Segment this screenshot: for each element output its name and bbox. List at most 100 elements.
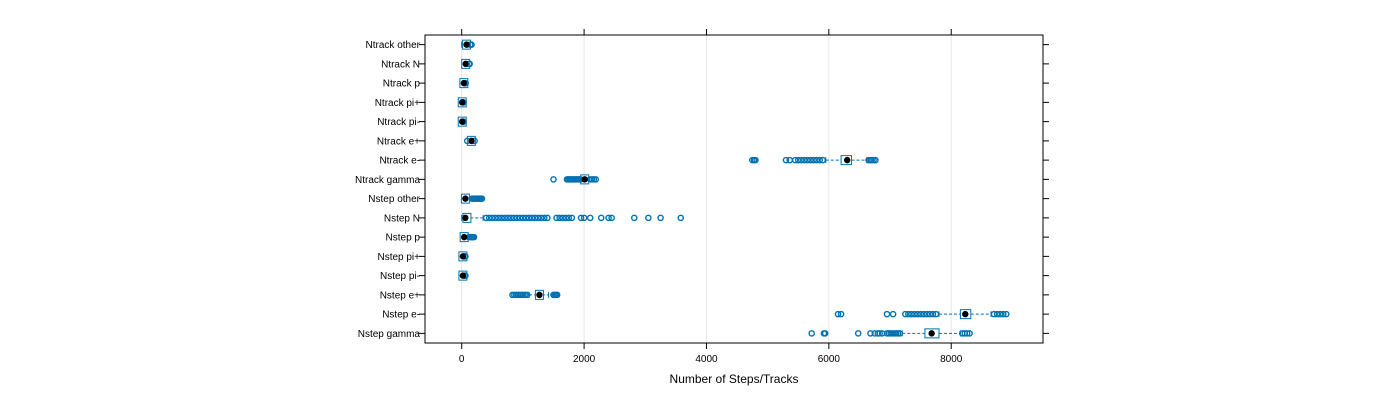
outlier-point — [914, 310, 921, 318]
box-ntrack-other — [461, 39, 475, 50]
median-dot — [536, 291, 543, 299]
median-dot — [459, 99, 466, 106]
outlier-point — [902, 310, 909, 318]
outlier-point — [908, 310, 915, 318]
box-nstep-e- — [509, 289, 561, 300]
outlier-point — [926, 310, 934, 318]
outlier-point — [470, 233, 478, 241]
y-tick-label: Ntrack pi+ — [375, 98, 420, 109]
outlier-point — [528, 214, 536, 222]
box-ntrack-gamma — [550, 174, 600, 185]
median-dot — [460, 233, 468, 241]
outlier-point — [577, 214, 585, 222]
outlier-point — [605, 214, 612, 222]
y-axis: Ntrack other Ntrack N Ntrack p Ntrack pi+ Nt… — [355, 40, 1049, 340]
median-dot — [459, 272, 467, 279]
outlier-point — [592, 176, 600, 183]
outlier-point — [993, 310, 1001, 318]
y-tick-label: Ntrack gamma — [355, 175, 420, 186]
outlier-point — [816, 156, 823, 164]
y-tick-label: Ntrack e+ — [377, 136, 420, 147]
outlier-point — [516, 214, 524, 222]
outlier-point — [580, 214, 588, 222]
box-nstep-pi- — [458, 251, 469, 262]
outlier-point — [645, 214, 652, 222]
median-dot — [962, 310, 969, 318]
outlier-point — [550, 176, 557, 183]
outlier-point — [504, 214, 511, 222]
outlier-point — [586, 214, 594, 222]
outlier-point — [507, 214, 514, 222]
outlier-point — [889, 310, 897, 318]
y-tick-label: Nstep p — [386, 233, 421, 244]
outlier-point — [963, 330, 971, 337]
outlier-point — [523, 291, 531, 299]
outlier-point — [837, 310, 845, 318]
outlier-point — [791, 156, 799, 164]
median-dot — [843, 156, 851, 164]
outlier-point — [485, 214, 493, 222]
outlier-point — [510, 214, 518, 222]
box-series — [457, 39, 1010, 339]
outlier-point — [489, 214, 496, 222]
outlier-point — [544, 214, 551, 222]
y-tick-label: Nstep gamma — [358, 329, 421, 340]
outlier-point — [798, 156, 805, 164]
box-nstep-e- — [834, 309, 1010, 320]
y-tick-label: Nstep e+ — [380, 290, 420, 301]
outlier-point — [808, 330, 816, 337]
outlier-point — [553, 291, 561, 299]
outlier-point — [478, 195, 486, 202]
outlier-point — [782, 156, 790, 164]
median-dot — [581, 176, 588, 183]
outlier-point — [999, 310, 1007, 318]
outlier-point — [819, 156, 827, 164]
x-axis-title: Number of Steps/Tracks — [670, 372, 799, 386]
outlier-point — [821, 330, 829, 337]
outlier-point — [559, 214, 566, 222]
outlier-point — [801, 156, 808, 164]
box-nstep-other — [460, 193, 486, 204]
median-dot — [459, 118, 466, 125]
median-dot — [462, 214, 469, 222]
outlier-point — [923, 310, 931, 318]
outlier-point — [990, 310, 998, 318]
outlier-point — [556, 214, 563, 222]
median-dot — [463, 41, 470, 48]
y-tick-label: Nstep e- — [382, 310, 420, 321]
y-tick-label: Ntrack e- — [379, 156, 420, 167]
outlier-point — [501, 214, 508, 222]
outlier-point — [867, 330, 874, 337]
y-tick-label: Nstep pi+ — [377, 252, 420, 263]
outlier-point — [876, 330, 883, 337]
y-tick-label: Ntrack N — [381, 59, 420, 70]
outlier-point — [932, 310, 940, 318]
box-ntrack-n — [461, 58, 473, 69]
outlier-point — [597, 214, 605, 222]
outlier-point — [834, 310, 842, 318]
outlier-point — [872, 156, 879, 164]
grid-lines — [461, 35, 952, 343]
box-ntrack-pi- — [457, 116, 467, 127]
outlier-point — [513, 214, 521, 222]
outlier-point — [519, 214, 527, 222]
outlier-point — [608, 214, 615, 222]
median-dot — [462, 195, 469, 202]
box-nstep-n — [461, 212, 685, 223]
outlier-point — [537, 214, 545, 222]
y-tick-label: Nstep pi- — [380, 271, 420, 282]
outlier-point — [495, 214, 502, 222]
box-nstep-gamma — [808, 328, 973, 339]
outlier-point — [786, 156, 793, 164]
outlier-point — [905, 310, 912, 318]
outlier-point — [565, 214, 573, 222]
outlier-point — [522, 214, 530, 222]
box-nstep-pi- — [458, 270, 469, 281]
box-nstep-p — [459, 232, 478, 243]
outlier-point — [677, 214, 685, 222]
outlier-point — [929, 310, 937, 318]
outlier-point — [966, 330, 973, 337]
y-tick-label: Nstep N — [384, 213, 420, 224]
outlier-point — [996, 310, 1004, 318]
